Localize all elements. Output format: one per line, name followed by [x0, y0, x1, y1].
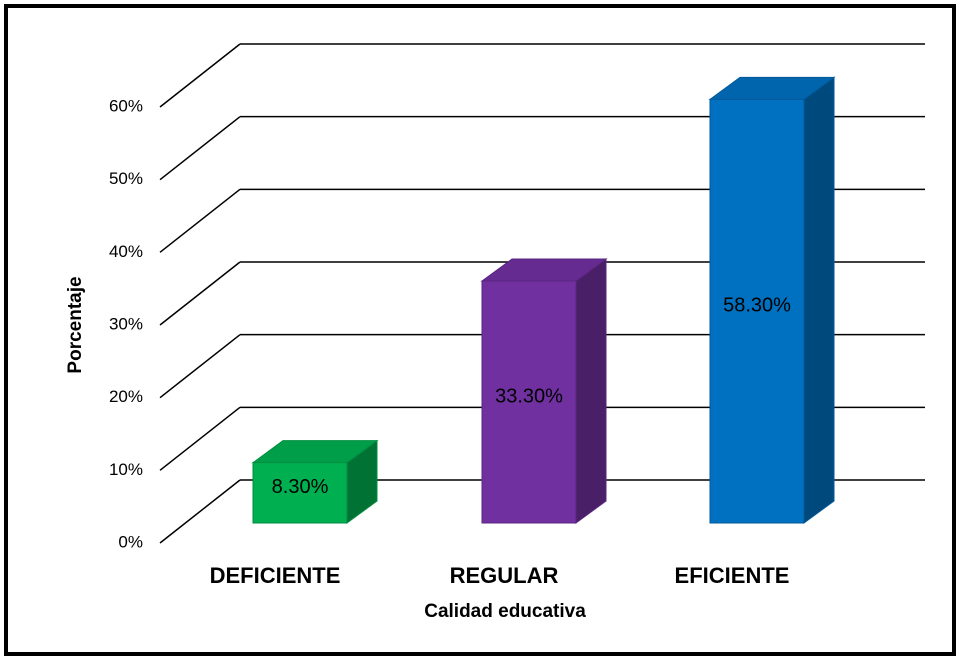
- bar-side: [575, 258, 607, 524]
- x-axis-title: Calidad educativa: [424, 601, 586, 622]
- y-tick-label: 40%: [109, 242, 143, 261]
- y-tick-label: 20%: [109, 387, 143, 406]
- x-tick-label: DEFICIENTE: [210, 563, 341, 588]
- grid-line: [159, 43, 241, 108]
- grid-line: [159, 188, 241, 253]
- y-tick-label: 0%: [118, 532, 143, 551]
- bar-side: [803, 76, 835, 524]
- grid-line: [159, 334, 241, 399]
- grid-line: [159, 406, 241, 471]
- x-tick-label: EFICIENTE: [675, 563, 790, 588]
- y-tick-label: 60%: [109, 96, 143, 115]
- y-tick-label: 30%: [109, 314, 143, 333]
- bar-front: [252, 462, 348, 524]
- bar-front: [481, 280, 577, 524]
- grid-line: [159, 116, 241, 181]
- value-label: 58.30%: [723, 294, 791, 316]
- y-tick-label: 50%: [109, 169, 143, 188]
- value-label: 33.30%: [495, 385, 563, 407]
- x-tick-label: REGULAR: [450, 563, 559, 588]
- y-axis-title: Porcentaje: [65, 276, 86, 373]
- value-label: 8.30%: [272, 476, 329, 498]
- bar: [708, 76, 836, 524]
- y-tick-label: 10%: [109, 460, 143, 479]
- grid-line: [159, 261, 241, 326]
- grid-line: [159, 479, 241, 544]
- bar-front: [709, 98, 805, 524]
- bar: [480, 258, 608, 524]
- bar: [251, 439, 379, 524]
